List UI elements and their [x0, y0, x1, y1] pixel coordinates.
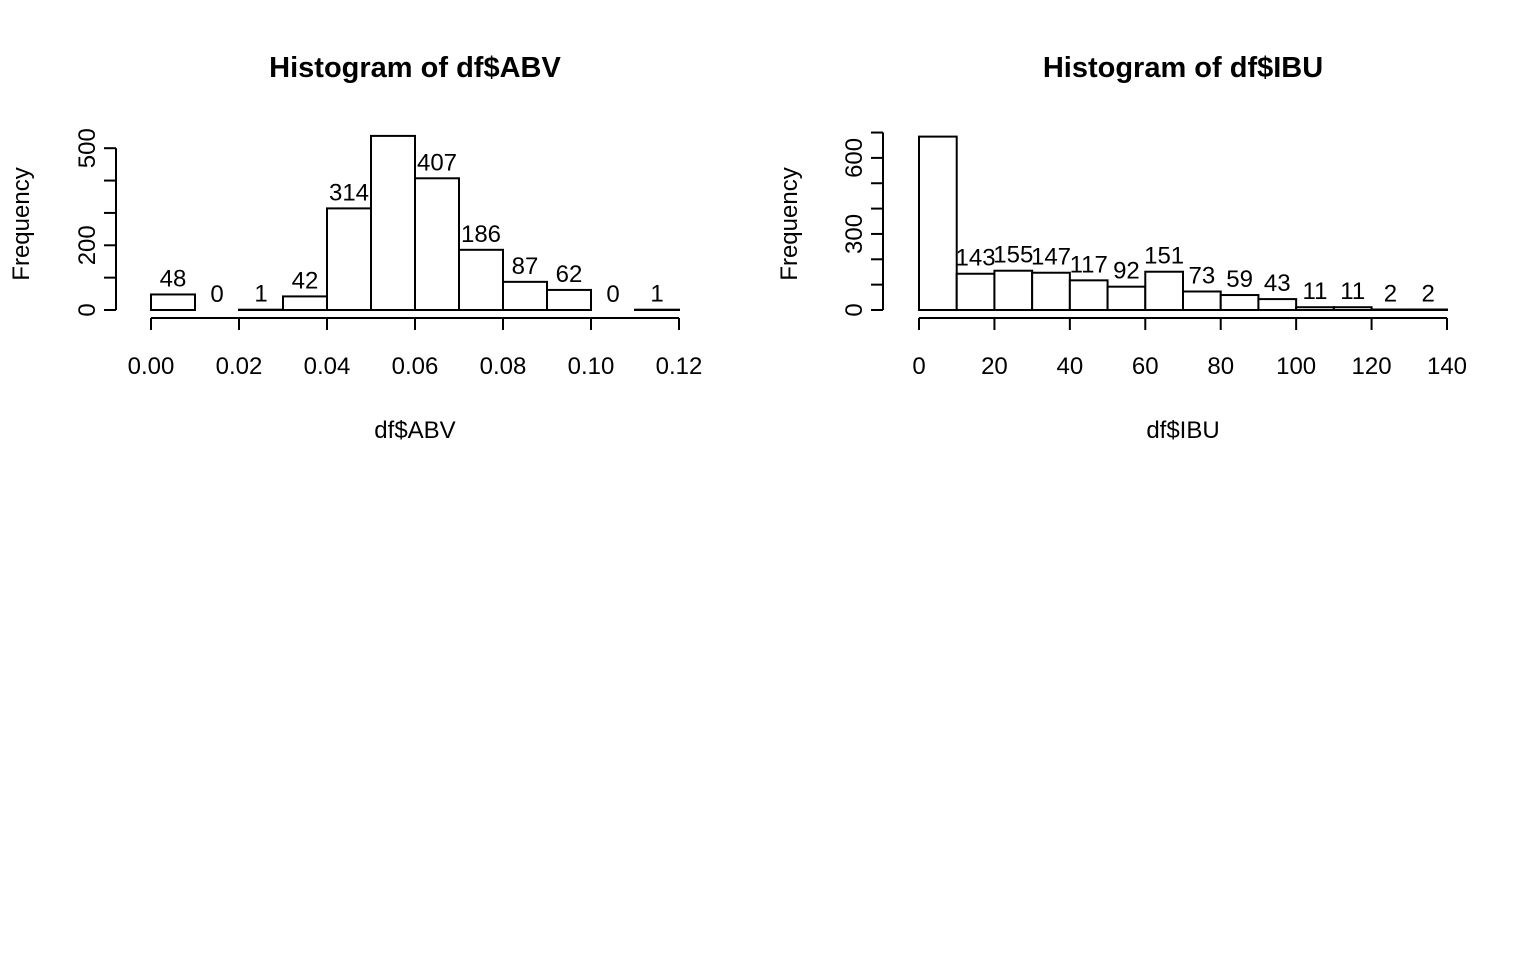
ibu-bin-bar-13 [1408, 308, 1449, 312]
abv-bin-count-label-2: 1 [254, 281, 267, 308]
abv-x-tick-label-5: 0.10 [568, 353, 615, 380]
ibu-x-tick-label-3: 60 [1132, 353, 1159, 380]
ibu-x-tick-label-4: 80 [1207, 353, 1234, 380]
ibu-bin-count-label-7: 73 [1189, 262, 1216, 289]
ibu-x-tick-label-7: 140 [1427, 353, 1467, 380]
ibu-bin-count-label-2: 155 [993, 242, 1033, 269]
abv-bin-bar-4 [326, 207, 372, 311]
abv-bin-bar-5 [370, 134, 416, 311]
ibu-bin-bar-12 [1370, 308, 1411, 312]
abv-y-tick-label-5: 500 [74, 128, 101, 168]
ibu-x-tick-label-6: 120 [1352, 353, 1392, 380]
ibu-histogram-panel: Histogram of df$IBU df$IBU Frequency 143… [776, 52, 1467, 444]
ibu-y-tick-label-3: 300 [841, 214, 868, 254]
abv-y-tick-label-2: 200 [74, 225, 101, 265]
ibu-x-tick-label-5: 100 [1276, 353, 1316, 380]
abv-bin-bar-7 [458, 248, 504, 311]
abv-x-axis-label: df$ABV [374, 417, 455, 444]
abv-x-tick-label-0: 0.00 [128, 353, 175, 380]
ibu-bin-bar-10 [1295, 306, 1335, 311]
ibu-bin-count-label-4: 117 [1070, 251, 1108, 278]
abv-y-tick-label-0: 0 [74, 303, 101, 316]
ibu-bin-count-label-8: 59 [1226, 266, 1253, 293]
abv-bin-count-label-3: 42 [292, 267, 319, 294]
ibu-bin-count-label-1: 143 [956, 245, 996, 272]
ibu-x-axis-label: df$IBU [1146, 417, 1219, 444]
ibu-bin-count-label-12: 2 [1384, 280, 1397, 307]
ibu-bin-bar-5 [1106, 285, 1147, 312]
ibu-bin-bar-9 [1257, 298, 1298, 311]
abv-bin-count-label-4: 314 [329, 179, 369, 206]
ibu-bin-bar-6 [1144, 270, 1185, 311]
ibu-bin-count-label-10: 11 [1303, 278, 1328, 305]
ibu-bin-bar-3 [1031, 271, 1071, 312]
abv-x-tick-label-3: 0.06 [392, 353, 439, 380]
abv-x-tick-label-4: 0.08 [480, 353, 527, 380]
ibu-bin-bar-2 [993, 269, 1034, 311]
ibu-bin-bar-8 [1219, 294, 1260, 311]
ibu-bin-bar-11 [1332, 306, 1373, 311]
ibu-x-tick-label-2: 40 [1057, 353, 1084, 380]
abv-bin-count-label-9: 62 [556, 261, 583, 288]
abv-x-tick-label-1: 0.02 [216, 353, 263, 380]
ibu-x-tick-label-1: 20 [981, 353, 1008, 380]
abv-bin-count-label-0: 48 [160, 265, 187, 292]
abv-bin-bar-9 [546, 288, 592, 311]
abv-x-tick-label-6: 0.12 [656, 353, 703, 380]
ibu-bin-bar-1 [955, 272, 996, 312]
ibu-bin-count-label-9: 43 [1264, 270, 1291, 297]
ibu-bin-bar-0 [918, 135, 958, 311]
ibu-x-tick-label-0: 0 [912, 353, 925, 380]
ibu-bin-count-label-11: 11 [1340, 278, 1365, 305]
abv-bin-bar-0 [150, 293, 196, 311]
abv-bin-count-label-7: 186 [461, 221, 501, 248]
abv-bin-bar-3 [282, 295, 328, 312]
ibu-bin-bar-7 [1182, 290, 1222, 312]
ibu-y-tick-label-6: 600 [841, 138, 868, 178]
ibu-bin-count-label-6: 151 [1144, 243, 1184, 270]
ibu-y-tick-label-0: 0 [841, 303, 868, 316]
abv-bin-count-label-11: 1 [650, 281, 663, 308]
ibu-histogram-title: Histogram of df$IBU [1043, 52, 1323, 84]
abv-bin-bar-8 [502, 280, 548, 312]
ibu-bin-count-label-13: 2 [1421, 280, 1434, 307]
abv-histogram-panel: Histogram of df$ABV df$ABV Frequency 48 0… [8, 52, 702, 444]
ibu-bin-count-label-3: 147 [1031, 244, 1071, 271]
abv-bin-count-label-8: 87 [512, 253, 539, 280]
ibu-y-axis-label: Frequency [776, 167, 803, 280]
abv-bin-bar-6 [414, 177, 460, 311]
ibu-bin-count-label-5: 92 [1113, 258, 1140, 285]
abv-bin-count-label-1: 0 [210, 281, 223, 308]
abv-bin-count-label-10: 0 [606, 281, 619, 308]
ibu-bin-bar-4 [1068, 279, 1109, 312]
abv-y-axis-label: Frequency [8, 167, 35, 280]
abv-x-tick-label-2: 0.04 [304, 353, 351, 380]
abv-bin-count-label-6: 407 [417, 149, 457, 176]
abv-histogram-title: Histogram of df$ABV [269, 52, 561, 84]
